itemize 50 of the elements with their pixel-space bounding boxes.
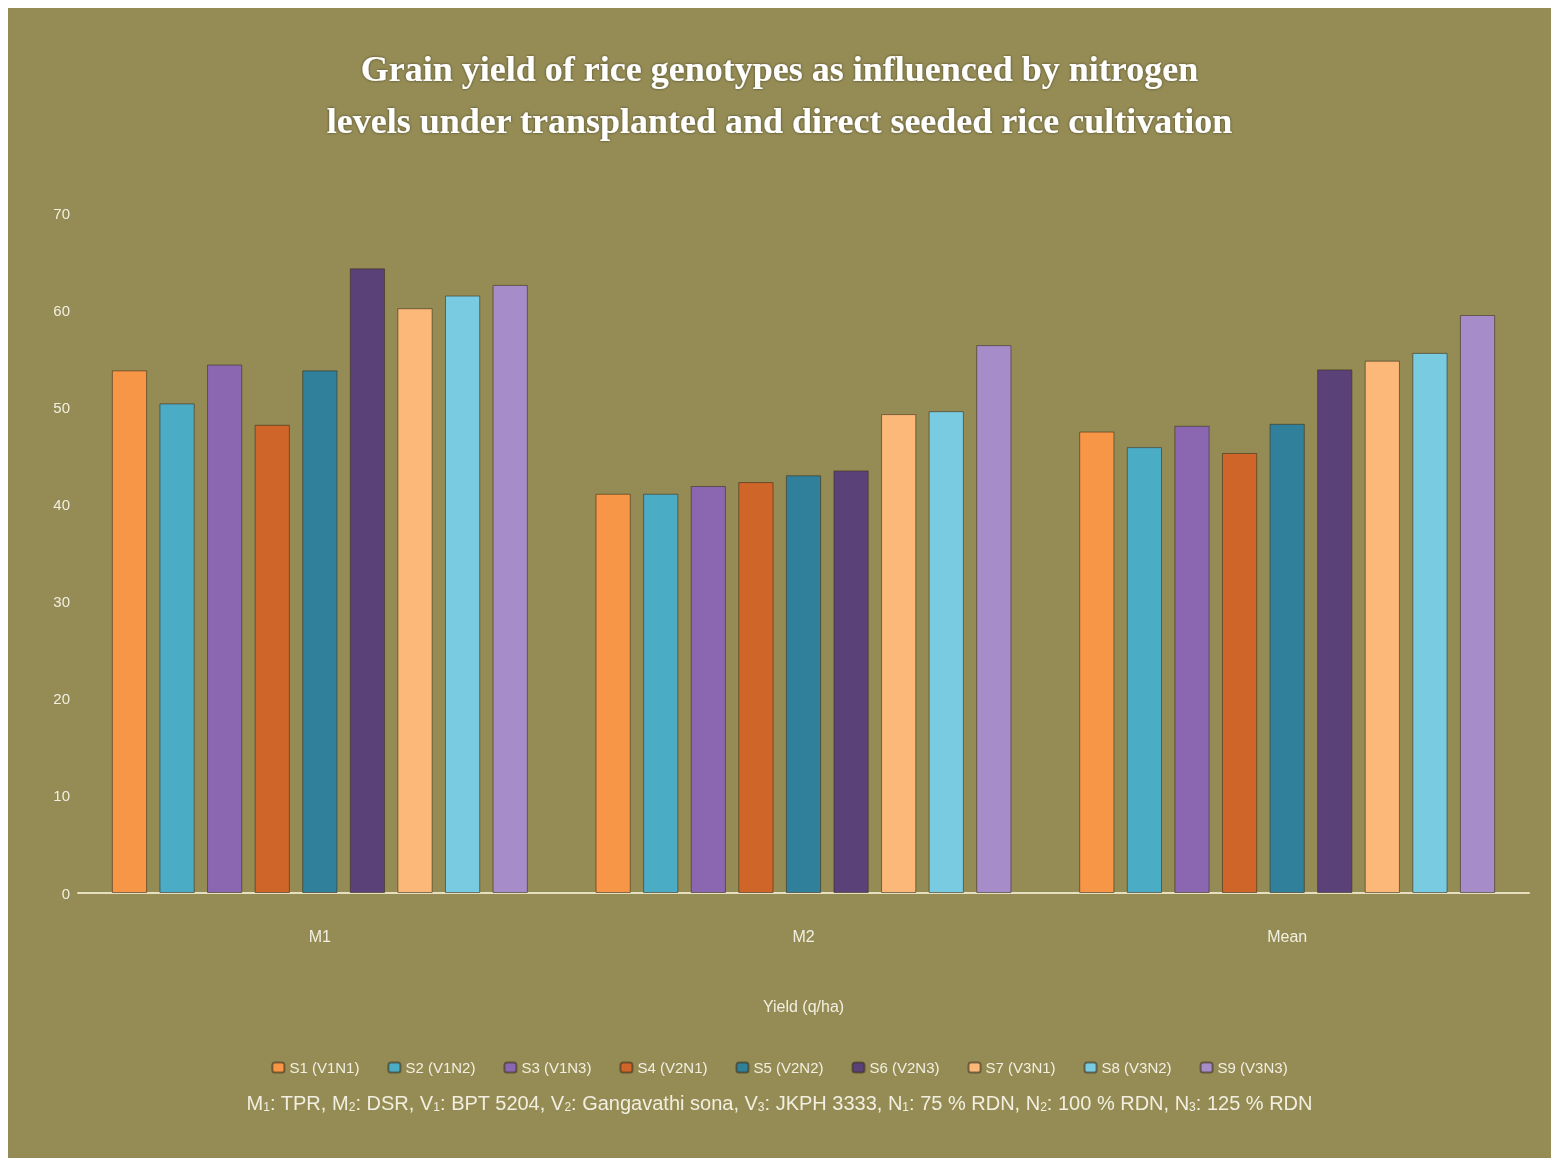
bar <box>349 268 386 893</box>
chart-title: Grain yield of rice genotypes as influenced by nitrogen levels under transplanted and direct seeded rice cultivation <box>326 49 1233 141</box>
bar <box>111 370 148 893</box>
bar <box>643 493 679 893</box>
y-tick-label: 30 <box>53 593 70 611</box>
y-tick-label: 70 <box>53 204 70 222</box>
legend-label: S3 (V1N3) <box>521 1059 592 1076</box>
bar <box>444 295 481 893</box>
bar <box>302 370 338 893</box>
bar <box>1221 452 1258 893</box>
legend-label: S4 (V2N1) <box>637 1059 708 1076</box>
legend-label: S1 (V1N1) <box>289 1059 360 1076</box>
bar <box>1412 352 1448 893</box>
bar <box>928 411 964 893</box>
y-tick-label: 0 <box>61 884 70 902</box>
bar <box>492 284 528 893</box>
x-tick-label: Mean <box>1267 927 1308 945</box>
bar <box>1269 423 1305 893</box>
bar <box>833 470 869 893</box>
bar <box>207 364 243 893</box>
legend-label: S2 (V1N2) <box>405 1059 476 1076</box>
legend-label: S7 (V3N1) <box>985 1059 1056 1076</box>
bar <box>1459 315 1496 893</box>
y-tick-label: 20 <box>53 690 70 708</box>
y-tick-label: 10 <box>53 787 70 805</box>
bar <box>254 424 290 893</box>
x-axis-title: Yield (q/ha) <box>762 997 845 1015</box>
legend-label: S8 (V3N2) <box>1101 1059 1172 1076</box>
bar <box>159 403 195 893</box>
y-tick-label: 60 <box>53 301 70 319</box>
legend-label: S5 (V2N2) <box>753 1059 824 1076</box>
bar <box>690 485 726 893</box>
bar <box>1079 431 1115 893</box>
bar <box>976 345 1012 893</box>
x-tick-label: M2 <box>792 927 815 945</box>
bar <box>785 475 822 893</box>
bar <box>1317 369 1353 893</box>
bar <box>738 482 774 893</box>
bar <box>595 493 631 893</box>
legend-label: S6 (V2N3) <box>869 1059 940 1076</box>
legend-label: S9 (V3N3) <box>1217 1059 1288 1076</box>
bar <box>881 414 917 893</box>
bar <box>1126 447 1163 893</box>
y-tick-label: 50 <box>53 398 70 416</box>
text: M1: TPR, M2: DSR, V1: BPT 5204, V2: Gangavathi sona, V3: JKPH 3333, N1: 75 % RDN, N2: 100 % RDN, N3: 125 % RDN <box>246 1092 1313 1114</box>
bar <box>397 308 433 893</box>
y-tick-label: 40 <box>53 495 70 513</box>
x-tick-label: M1 <box>308 927 332 945</box>
bar <box>1364 360 1400 893</box>
bar <box>1174 425 1210 893</box>
